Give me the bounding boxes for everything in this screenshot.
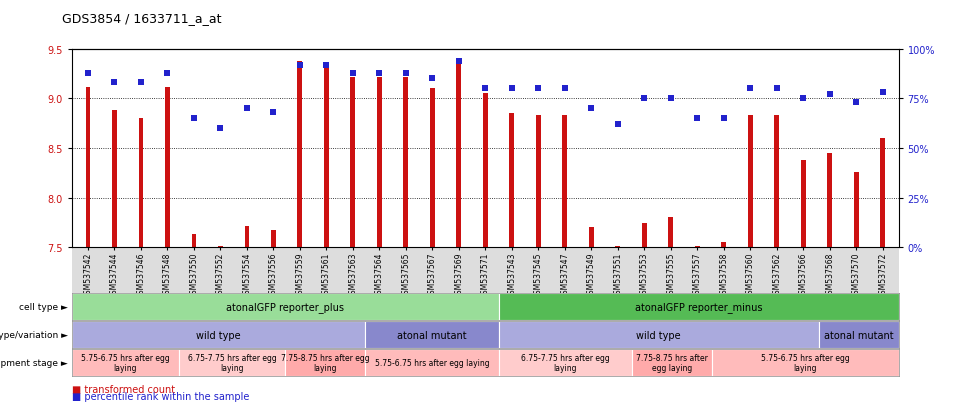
Point <box>849 100 864 107</box>
Bar <box>271 230 276 248</box>
Point <box>107 80 122 87</box>
Text: atonalGFP reporter_plus: atonalGFP reporter_plus <box>227 301 344 312</box>
Bar <box>589 227 594 248</box>
Bar <box>324 64 329 248</box>
Text: genotype/variation ►: genotype/variation ► <box>0 330 68 339</box>
Bar <box>695 247 700 248</box>
Bar <box>430 89 434 248</box>
Point <box>796 96 811 102</box>
Bar <box>712 349 899 376</box>
Bar <box>642 223 647 248</box>
Bar <box>72 293 499 320</box>
Bar <box>509 114 514 248</box>
Text: 6.75-7.75 hrs after egg
laying: 6.75-7.75 hrs after egg laying <box>187 353 277 373</box>
Bar <box>298 62 303 248</box>
Point <box>292 62 308 69</box>
Bar <box>351 78 356 248</box>
Bar <box>365 349 499 376</box>
Point <box>212 126 228 132</box>
Point <box>239 106 255 112</box>
Text: atonal mutant: atonal mutant <box>824 330 894 340</box>
Point <box>81 70 96 77</box>
Text: development stage ►: development stage ► <box>0 358 68 367</box>
Point <box>663 96 678 102</box>
Bar <box>86 88 90 248</box>
Bar <box>365 321 499 348</box>
Bar <box>404 78 408 248</box>
Point <box>134 80 149 87</box>
Bar <box>748 116 752 248</box>
Text: 5.75-6.75 hrs after egg laying: 5.75-6.75 hrs after egg laying <box>375 358 489 367</box>
Bar <box>536 116 541 248</box>
Bar <box>827 154 832 248</box>
Bar <box>819 321 899 348</box>
Bar <box>499 293 899 320</box>
Point <box>186 116 202 122</box>
Point <box>265 110 281 116</box>
Text: ■ transformed count: ■ transformed count <box>72 384 175 394</box>
Point <box>583 106 599 112</box>
Bar <box>853 173 858 248</box>
Bar <box>179 349 285 376</box>
Bar <box>191 235 196 248</box>
Text: 5.75-6.75 hrs after egg
laying: 5.75-6.75 hrs after egg laying <box>81 353 170 373</box>
Point <box>822 92 837 98</box>
Bar <box>72 321 365 348</box>
Bar <box>775 116 779 248</box>
Bar <box>72 349 179 376</box>
Point <box>557 86 573 93</box>
Bar <box>456 59 461 248</box>
Bar <box>668 217 673 248</box>
Point <box>875 90 890 97</box>
Text: atonalGFP reporter_minus: atonalGFP reporter_minus <box>635 301 762 312</box>
Text: cell type ►: cell type ► <box>19 302 68 311</box>
Point <box>610 121 626 128</box>
Bar <box>285 349 365 376</box>
Text: 6.75-7.75 hrs after egg
laying: 6.75-7.75 hrs after egg laying <box>521 353 609 373</box>
Bar <box>880 139 885 248</box>
Bar <box>499 321 819 348</box>
Text: 7.75-8.75 hrs after egg
laying: 7.75-8.75 hrs after egg laying <box>281 353 370 373</box>
Point <box>160 70 175 77</box>
Bar <box>377 78 382 248</box>
Point <box>743 86 758 93</box>
Bar <box>138 119 143 248</box>
Point <box>505 86 520 93</box>
Bar <box>165 88 170 248</box>
Text: wild type: wild type <box>636 330 681 340</box>
Bar <box>483 94 487 248</box>
Bar <box>218 247 223 248</box>
Text: 7.75-8.75 hrs after
egg laying: 7.75-8.75 hrs after egg laying <box>636 353 708 373</box>
Text: wild type: wild type <box>196 330 241 340</box>
Point <box>372 70 387 77</box>
Point <box>690 116 705 122</box>
Point <box>769 86 784 93</box>
Point <box>451 58 466 65</box>
Point <box>530 86 546 93</box>
Point <box>345 70 360 77</box>
Bar <box>615 247 620 248</box>
Bar <box>499 349 632 376</box>
Bar <box>801 161 805 248</box>
Bar <box>632 349 712 376</box>
Bar <box>112 111 117 248</box>
Point <box>425 76 440 83</box>
Point <box>319 62 334 69</box>
Text: ■ percentile rank within the sample: ■ percentile rank within the sample <box>72 392 250 401</box>
Bar <box>562 116 567 248</box>
Point <box>398 70 413 77</box>
Text: atonal mutant: atonal mutant <box>397 330 467 340</box>
Point <box>636 96 652 102</box>
Point <box>716 116 731 122</box>
Point <box>478 86 493 93</box>
Bar <box>722 243 727 248</box>
Text: GDS3854 / 1633711_a_at: GDS3854 / 1633711_a_at <box>62 12 222 25</box>
Text: 5.75-6.75 hrs after egg
laying: 5.75-6.75 hrs after egg laying <box>761 353 850 373</box>
Bar <box>244 226 249 248</box>
